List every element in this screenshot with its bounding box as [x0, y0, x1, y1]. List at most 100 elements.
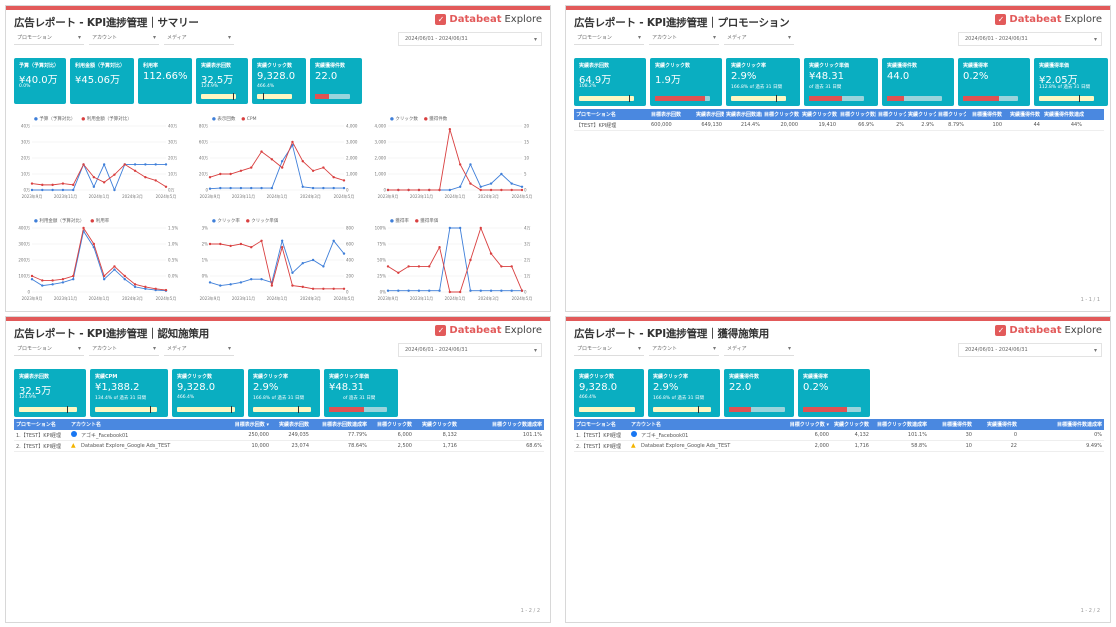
column-header[interactable]: 実績クリック数 — [833, 422, 869, 428]
media-filter[interactable]: メディア — [724, 32, 794, 45]
y2-tick-label: 1.0% — [168, 242, 178, 247]
promotion-filter[interactable]: プロモーション — [14, 343, 84, 356]
table-row[interactable]: 2.【TEST】KPI経理 ▲ Databeat Explore_Google Ad… — [574, 441, 1104, 452]
kpi-progress-bar — [653, 406, 711, 413]
media-filter[interactable]: メディア — [164, 343, 234, 356]
column-header[interactable]: 目標表示回数達成率 — [321, 422, 367, 428]
y-tick-label: 300万 — [18, 242, 30, 247]
red-series-point — [41, 279, 44, 282]
column-header[interactable]: 目標獲得件数 — [941, 422, 972, 428]
kpi-card: 予算（予算対比） ¥40.0万 0.0% — [14, 58, 66, 104]
red-series-point — [41, 183, 44, 187]
red-series-point — [301, 160, 304, 163]
table-pagination[interactable]: 1 - 2 / 2 — [520, 608, 540, 614]
column-header[interactable]: アカウント名 — [631, 422, 662, 428]
table-cell: 2,500 — [397, 443, 412, 449]
check-logo-icon: ✓ — [995, 14, 1007, 25]
column-header[interactable]: 目標獲得件数 — [971, 112, 1002, 118]
blue-series-point — [448, 226, 452, 230]
account-filter[interactable]: アカウント — [649, 32, 719, 45]
y2-tick-label: 200 — [346, 274, 354, 279]
kpi-value: 44.0 — [887, 71, 910, 82]
column-header[interactable]: 目標クリック率達成率 — [938, 112, 966, 118]
red-series-point — [489, 188, 493, 192]
blue-series-point — [250, 278, 253, 281]
y2-tick-label: 5 — [524, 172, 527, 177]
blue-series-point — [229, 186, 232, 190]
column-header[interactable]: 目標クリック数達成率 — [876, 422, 927, 428]
kpi-label: 実績表示回数 — [579, 63, 610, 69]
column-header[interactable]: 目標表示回数 — [651, 112, 682, 118]
red-series-point — [250, 166, 253, 169]
promotion-filter[interactable]: プロモーション — [14, 32, 84, 45]
date-range-picker[interactable]: 2024/06/01 - 2024/06/31 — [398, 32, 542, 46]
table-cell: 77.79% — [347, 432, 367, 438]
x-tick-label: 2023年11月 — [410, 295, 433, 301]
table-row[interactable]: 2.【TEST】KPI経理 ▲ Databeat Explore_Google Ad… — [14, 441, 544, 452]
table-pagination[interactable]: 1 - 1 / 1 — [1080, 297, 1100, 303]
column-header[interactable]: プロモーション名 — [16, 422, 56, 428]
y-tick-label: 400万 — [18, 226, 30, 231]
trend-chart: ● 予算（予算対比） ● 利用金額（予算対比） 40万 40万 30万 30万 20万 20万… — [14, 116, 184, 208]
column-header[interactable]: 目標クリック数 — [376, 422, 412, 428]
media-filter[interactable]: メディア — [164, 32, 234, 45]
x-tick-label: 2024年3月 — [478, 193, 499, 199]
column-header[interactable]: 目標クリック数達成率 — [840, 112, 876, 118]
column-header[interactable]: 目標獲得件数達成率 — [1056, 422, 1102, 428]
promotion-filter[interactable]: プロモーション — [574, 343, 644, 356]
column-header[interactable]: 目標クリック数 ▾ — [789, 422, 829, 428]
column-header[interactable]: 実績クリック数 — [421, 422, 457, 428]
media-filter[interactable]: メディア — [724, 343, 794, 356]
kpi-progress-bar — [177, 406, 235, 413]
line-chart-svg: 3% 800 2% 600 1% 400 0% 200 0 2023年9月 2023年11月 2024… — [200, 226, 355, 302]
account-filter[interactable]: アカウント — [649, 343, 719, 356]
column-header[interactable]: 実績表示回数 — [696, 112, 724, 118]
date-range-picker[interactable]: 2024/06/01 - 2024/06/31 — [958, 343, 1102, 357]
column-header[interactable]: アカウント名 — [71, 422, 102, 428]
column-header[interactable]: 実績表示回数 — [278, 422, 309, 428]
filter-bar: プロモーション アカウント メディア — [14, 32, 234, 45]
table-cell: 649,130 — [701, 122, 722, 128]
date-range-picker[interactable]: 2024/06/01 - 2024/06/31 — [398, 343, 542, 357]
column-header[interactable]: 実績表示回数達成率 — [726, 112, 762, 118]
kpi-label: 利用金額（予算対比） — [75, 63, 126, 69]
date-range-picker[interactable]: 2024/06/01 - 2024/06/31 — [958, 32, 1102, 46]
column-header[interactable]: 目標クリック数 — [764, 112, 800, 118]
blue-series-point — [51, 283, 54, 286]
column-header[interactable]: 実績獲得件数 — [1009, 112, 1040, 118]
accent-bar — [6, 6, 550, 10]
promotion-panel: 広告レポート - KPI進捗管理｜プロモーション ✓ Databeat Expl… — [565, 5, 1111, 312]
blue-series-point — [72, 188, 75, 192]
column-header[interactable]: 実績クリック率 — [908, 112, 936, 118]
kpi-value: ¥48.31 — [809, 71, 844, 82]
column-header[interactable]: 実績クリック数 — [802, 112, 838, 118]
table-row[interactable]: 1.【TEST】KPI経理 アゴキ_Facebook01 250,000 249,03… — [14, 430, 544, 441]
blue-series-point — [520, 185, 524, 188]
column-header[interactable]: 実績獲得件数達成率 — [1044, 112, 1084, 118]
table-row[interactable]: 1.【TEST】KPI経理 アゴキ_Facebook01 6,000 4,132 101… — [574, 430, 1104, 441]
red-series-point — [61, 182, 65, 185]
promotion-filter[interactable]: プロモーション — [574, 32, 644, 45]
account-filter[interactable]: アカウント — [89, 32, 159, 45]
column-header[interactable]: 目標表示回数 ▾ — [234, 422, 269, 428]
kpi-value: 64.9万 — [579, 75, 612, 86]
column-header[interactable]: 実績獲得件数 — [986, 422, 1017, 428]
blue-series-point — [438, 289, 441, 292]
blue-series-point — [229, 283, 232, 286]
table-pagination[interactable]: 1 - 2 / 2 — [1080, 608, 1100, 614]
red-series-point — [500, 265, 503, 268]
blue-series-point — [144, 163, 147, 166]
column-header[interactable]: 目標クリック率 — [878, 112, 906, 118]
table-cell: 250,000 — [248, 432, 269, 438]
table-cell: ▲ Databeat Explore_Google Ads_TEST — [631, 443, 731, 449]
blue-series-point — [260, 278, 263, 281]
y-tick-label: 1,000 — [375, 172, 387, 177]
red-series-point — [72, 183, 75, 187]
column-header[interactable]: プロモーション名 — [576, 112, 616, 118]
column-header[interactable]: プロモーション名 — [576, 422, 616, 428]
account-filter[interactable]: アカウント — [89, 343, 159, 356]
table-row[interactable]: 【TEST】KPI経理 600,000 649,130 214.4% 20,000 19,… — [574, 120, 1104, 131]
column-header[interactable]: 目標クリック数達成率 — [491, 422, 542, 428]
red-series-line — [31, 163, 167, 188]
blue-series-point — [280, 239, 284, 242]
